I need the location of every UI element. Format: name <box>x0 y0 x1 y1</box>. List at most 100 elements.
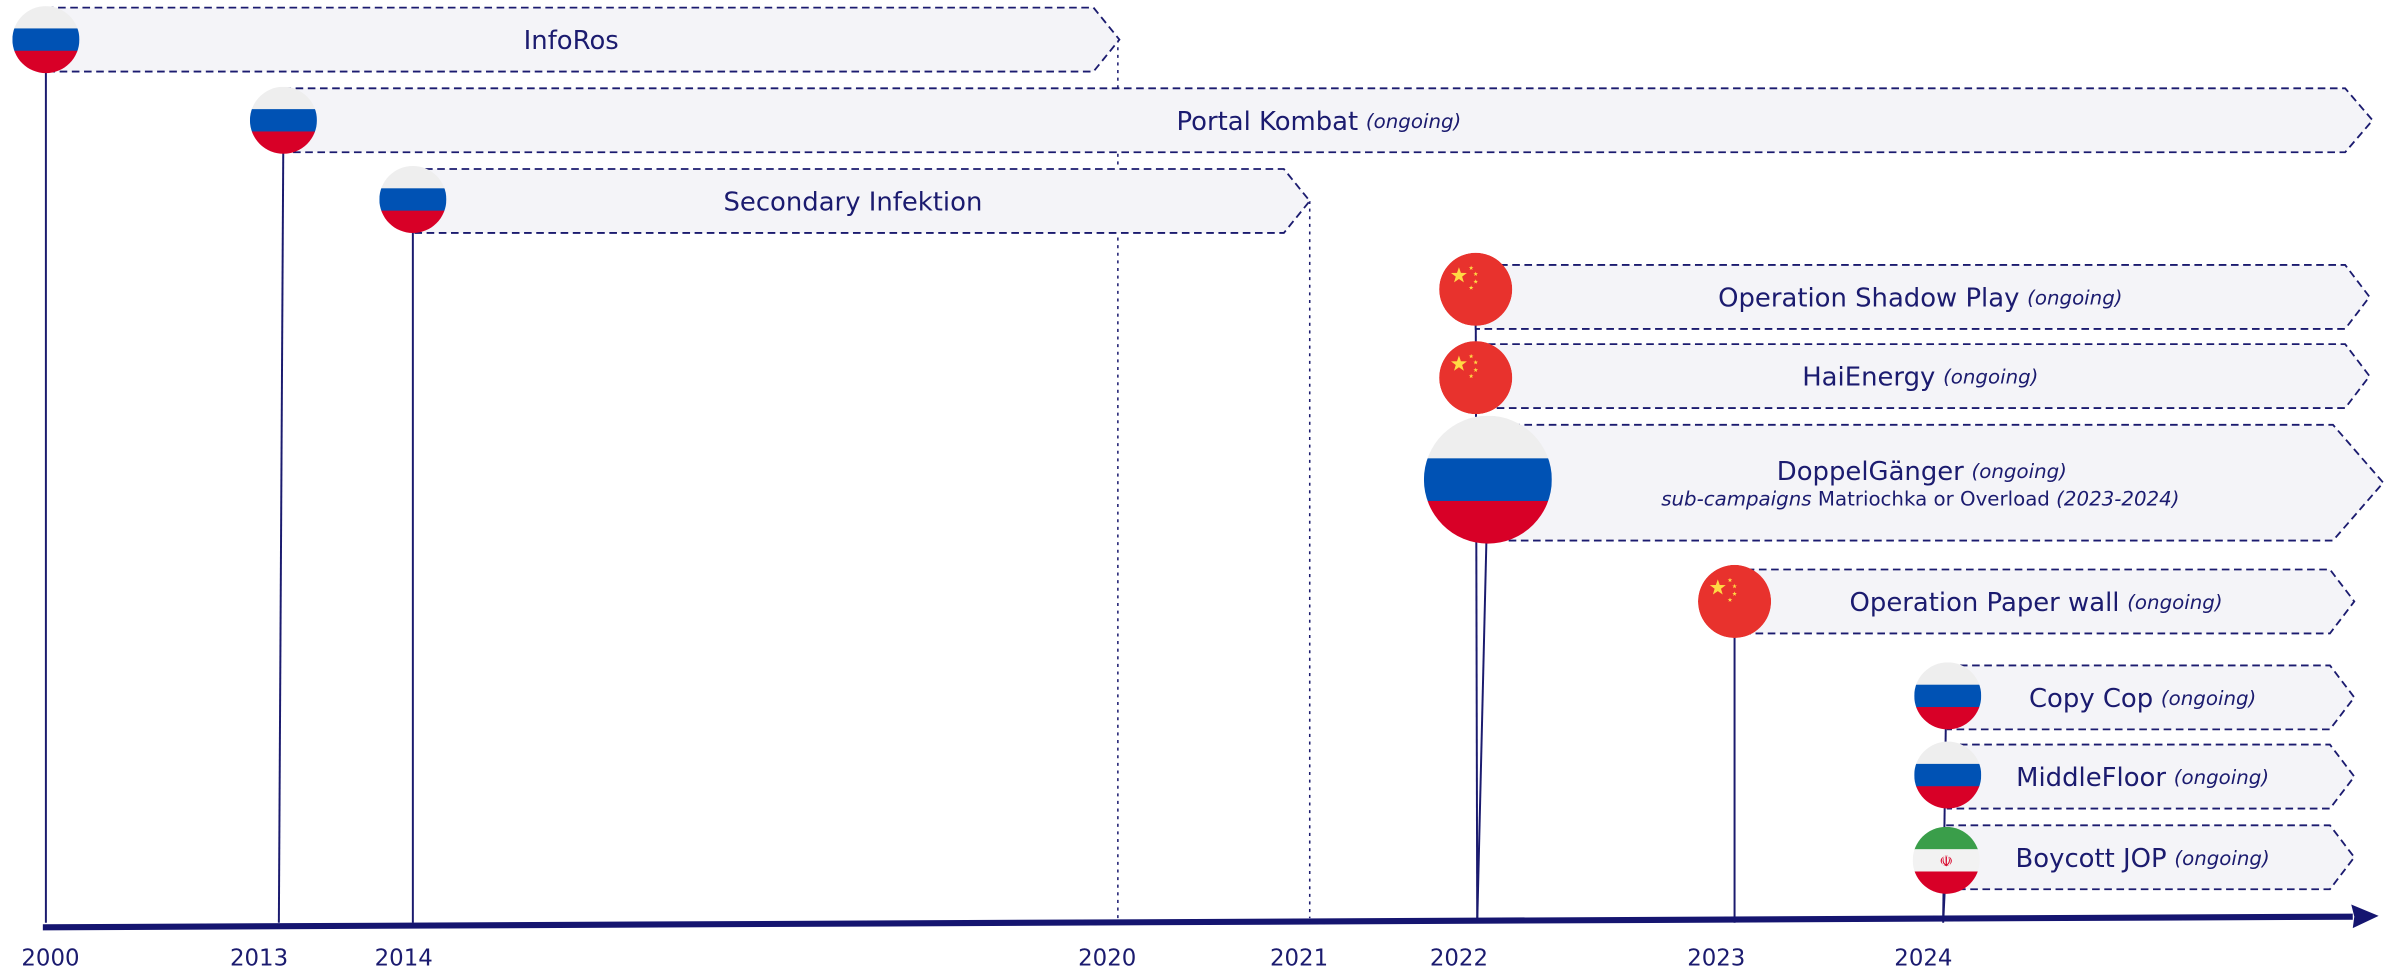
flag-stripe <box>1914 684 1982 708</box>
flag <box>1423 415 1552 544</box>
flag-stripe <box>379 188 447 212</box>
year-label: 2020 <box>1078 945 1136 971</box>
year-label: 2014 <box>375 945 433 971</box>
flag-star <box>1473 367 1479 372</box>
year-label: 2021 <box>1270 945 1328 971</box>
campaign-name: Secondary Infektion <box>723 187 982 217</box>
campaign-name: Operation Shadow Play <box>1718 283 2019 313</box>
flag-stripe <box>1912 826 1980 850</box>
detail-period: (2023-2024) <box>2056 487 2179 510</box>
flag-star <box>1732 583 1737 589</box>
campaign-name: DoppelGänger <box>1777 457 1964 487</box>
campaign-label: Portal Kombat (ongoing) <box>1176 106 1461 136</box>
campaign-status: (ongoing) <box>1366 109 1461 132</box>
flag-emblem: ☫ <box>1939 852 1953 870</box>
flag-star <box>1732 591 1737 596</box>
flag <box>379 165 447 233</box>
campaign-status: (ongoing) <box>2174 766 2269 789</box>
flag-star <box>1709 579 1726 595</box>
campaign-label: DoppelGänger (ongoing) <box>1777 456 2067 487</box>
detail-prefix: sub-campaigns <box>1661 487 1811 510</box>
campaign-label: Operation Paper wall (ongoing) <box>1850 587 2223 618</box>
flag-stripe <box>12 50 80 74</box>
flag-star <box>1468 265 1474 270</box>
flag-stripe <box>1914 786 1982 809</box>
flag <box>1914 741 1982 809</box>
campaign-status: (ongoing) <box>1972 460 2067 483</box>
flag-stripe <box>249 86 317 110</box>
campaign-name: MiddleFloor <box>2016 763 2166 793</box>
flag-star <box>1468 285 1474 290</box>
campaign-detail: sub-campaigns Matriochka or Overload (20… <box>1661 487 2179 510</box>
flag-stripe <box>249 131 317 154</box>
flag-stripe <box>1914 707 1982 730</box>
connector <box>277 120 285 923</box>
campaign-status: (ongoing) <box>2127 590 2222 613</box>
campaign-name: Operation Paper wall <box>1850 587 2120 617</box>
campaign-name: InfoRos <box>524 26 619 56</box>
flag-star <box>1473 359 1479 365</box>
campaign-label: Operation Shadow Play (ongoing) <box>1718 282 2122 313</box>
axis-arrow <box>2351 904 2379 929</box>
flag-field <box>1698 564 1772 639</box>
connector <box>1476 479 1489 923</box>
flag-stripe <box>12 28 80 52</box>
flag <box>1698 564 1772 639</box>
flag: ☫ <box>1912 826 1980 894</box>
flag-stripe <box>1914 741 1982 765</box>
axis: 2000 2013 2014 2020 2021 2022 2023 2024 <box>21 904 2379 971</box>
campaign-name: Boycott JOP <box>2016 843 2167 873</box>
campaign-name: Portal Kombat <box>1176 106 1358 136</box>
detail-text: Matriochka or Overload <box>1818 487 2050 510</box>
campaign-label: MiddleFloor (ongoing) <box>2016 762 2269 792</box>
campaign-status: (ongoing) <box>1943 365 2038 388</box>
flag-stripe <box>1914 763 1982 787</box>
campaign-label: HaiEnergy (ongoing) <box>1802 362 2038 393</box>
flag <box>1439 341 1513 415</box>
campaign-banner <box>44 6 1121 73</box>
campaign-label: Boycott JOP (ongoing) <box>2016 843 2270 874</box>
flag-star <box>1727 577 1733 583</box>
flag <box>12 6 80 74</box>
flag-field <box>1439 341 1513 415</box>
campaign-status: (ongoing) <box>2174 846 2269 869</box>
year-label: 2000 <box>21 945 79 971</box>
campaign-status: (ongoing) <box>2027 286 2122 309</box>
flag-star <box>1468 353 1474 359</box>
flag-stripe <box>12 6 80 30</box>
flag-star <box>1727 597 1733 602</box>
campaign-status: (ongoing) <box>2161 686 2256 709</box>
year-label: 2013 <box>230 945 288 971</box>
flag-stripe <box>1912 871 1980 894</box>
flag-field <box>1439 252 1513 326</box>
flag-star <box>1450 355 1467 371</box>
flag <box>1914 662 1982 730</box>
flag <box>1439 252 1513 326</box>
flag-stripe <box>1912 849 1980 873</box>
campaign-banner <box>411 168 1311 234</box>
flags: ☫ <box>12 6 1982 894</box>
campaign-label: Copy Cop (ongoing) <box>2029 683 2256 714</box>
campaign-banner <box>1486 423 2385 542</box>
flag-star <box>1468 373 1474 379</box>
year-label: 2023 <box>1687 945 1745 971</box>
axis-line <box>42 913 2353 931</box>
flag-stripe <box>379 165 447 190</box>
year-label: 2024 <box>1894 945 1952 971</box>
flag-stripe <box>1914 662 1982 686</box>
flag-star <box>1450 267 1467 283</box>
flag-stripe <box>249 109 317 133</box>
banners: InfoRos Portal Kombat (ongoing) Secondary … <box>44 6 2385 891</box>
campaign-name: HaiEnergy <box>1802 362 1935 392</box>
flag-star <box>1473 271 1479 277</box>
year-label: 2022 <box>1430 945 1488 971</box>
campaign-label: InfoRos <box>524 26 619 56</box>
flag <box>249 86 317 154</box>
flag-star <box>1473 279 1479 284</box>
campaign-name: Copy Cop <box>2029 683 2153 713</box>
flag-stripe <box>1423 458 1552 502</box>
flag-stripe <box>379 210 447 233</box>
campaign-label: Secondary Infektion <box>723 187 982 217</box>
flag-stripe <box>1423 415 1552 460</box>
